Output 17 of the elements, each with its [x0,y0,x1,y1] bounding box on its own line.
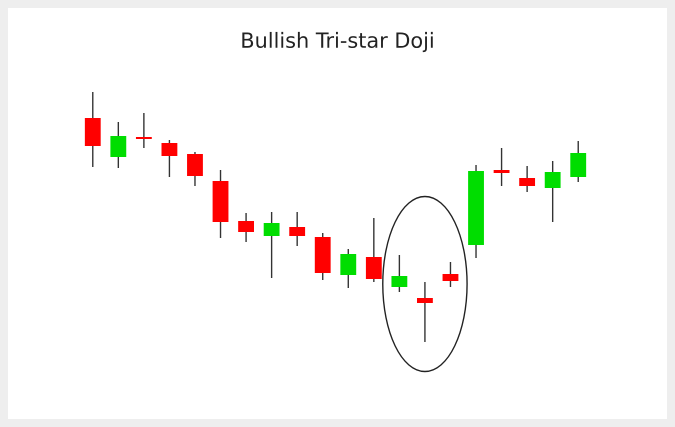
candlestick [570,140,586,183]
candlestick [417,281,433,343]
candlestick [162,139,178,178]
candlestick [264,211,280,279]
chart-title: Bullish Tri-star Doji [242,32,433,52]
candlestick [340,248,356,289]
candlestick [110,121,126,169]
candlestick [187,151,203,187]
candlestick [238,212,254,243]
candlestick [519,165,536,193]
candlestick [494,147,510,187]
candlestick [442,261,458,288]
candlestick [544,160,561,223]
candlestick [289,211,306,247]
candlestick [391,254,408,293]
candlestick [136,112,152,149]
candlestick [366,217,382,283]
